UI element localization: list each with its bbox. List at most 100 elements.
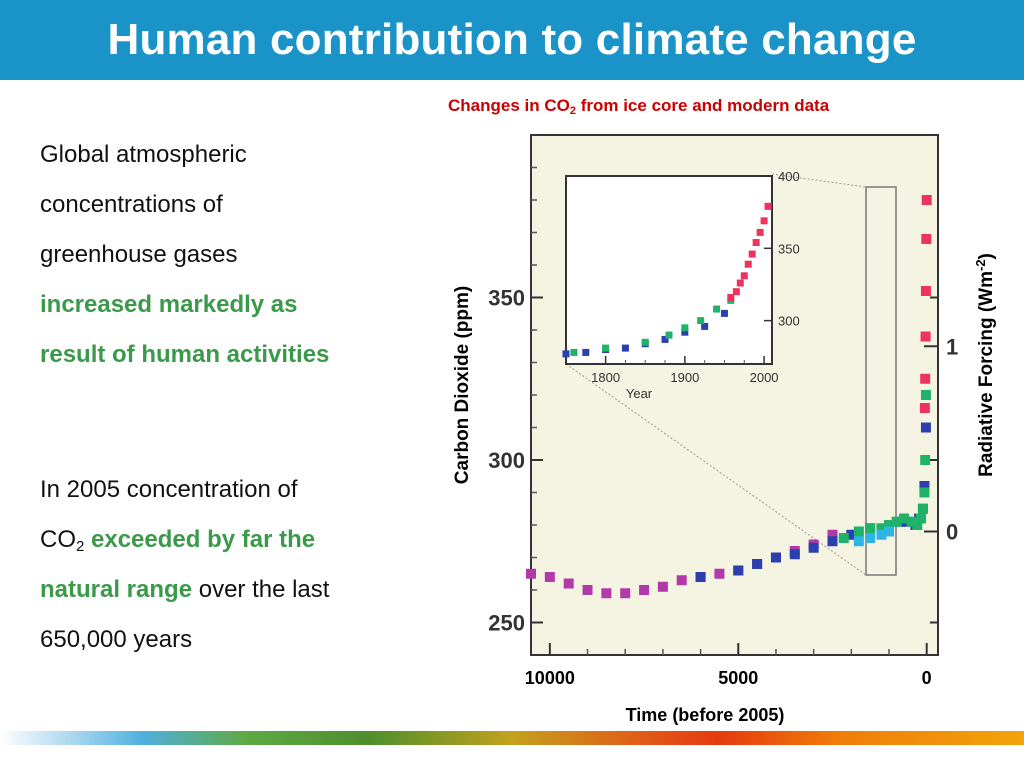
data-point xyxy=(920,422,931,433)
inset-data-point xyxy=(760,217,768,225)
inset-data-point xyxy=(732,288,740,296)
x-tick-label: 5000 xyxy=(718,668,758,688)
right-tick-label: 1 xyxy=(946,334,958,359)
highlight-line: result of human activities xyxy=(40,341,330,368)
y-tick-label: 300 xyxy=(488,448,525,473)
inset-data-point xyxy=(562,350,570,358)
y-axis-right-label: Radiative Forcing (Wm-2) xyxy=(973,253,998,477)
right-tick-label: 0 xyxy=(946,520,958,545)
inset-data-point xyxy=(740,272,748,280)
inset-data-point xyxy=(697,317,705,325)
data-point xyxy=(921,195,932,205)
inset-data-point xyxy=(736,279,744,287)
text-line-co2: CO2 exceeded by far the xyxy=(40,515,420,565)
inset-x-tick-label: 2000 xyxy=(750,370,779,385)
inset-data-point xyxy=(681,324,689,332)
y-axis-right-label-text: Radiative Forcing (Wm xyxy=(976,271,997,477)
data-point xyxy=(876,523,887,534)
x-tick-label: 10000 xyxy=(525,668,575,688)
inset-data-point xyxy=(727,293,735,301)
inset-x-axis-label: Year xyxy=(626,386,653,401)
inset-y-tick-label: 350 xyxy=(778,241,800,256)
data-point xyxy=(808,542,819,553)
text-line: 650,000 years xyxy=(40,626,193,653)
chart-title: Changes in CO2 from ice core and modern … xyxy=(448,96,1008,117)
inset-data-point xyxy=(752,239,760,247)
y-axis-right-label-text: ) xyxy=(976,253,997,259)
inset-data-point xyxy=(713,305,721,313)
data-point xyxy=(919,481,930,491)
data-point xyxy=(920,455,931,465)
data-point xyxy=(838,533,849,543)
left-text-block: Global atmospheric concentrations of gre… xyxy=(40,130,420,665)
co-text: CO xyxy=(40,526,76,553)
inset-data-point xyxy=(661,335,669,343)
data-point xyxy=(884,520,895,530)
inset-data-point xyxy=(764,202,772,210)
co-subscript: 2 xyxy=(76,538,85,555)
data-point xyxy=(899,513,910,524)
data-point xyxy=(865,533,876,543)
data-point xyxy=(916,513,927,524)
tail-text: over the last xyxy=(192,576,330,603)
data-point xyxy=(917,503,928,514)
data-point xyxy=(789,549,800,560)
data-point xyxy=(544,572,555,582)
data-point xyxy=(827,529,838,540)
text-line-range: natural range over the last xyxy=(40,565,420,615)
inset-data-point xyxy=(602,344,610,352)
data-point xyxy=(846,529,857,540)
data-point xyxy=(770,552,781,563)
inset-data-point xyxy=(701,322,709,330)
data-point xyxy=(920,331,931,342)
data-point xyxy=(563,578,574,589)
data-point xyxy=(526,568,536,579)
data-point xyxy=(906,516,917,527)
data-point xyxy=(601,588,612,599)
inset-x-tick-label: 1900 xyxy=(670,370,699,385)
inset-y-tick-label: 400 xyxy=(778,169,800,184)
y-tick-label: 250 xyxy=(488,611,525,636)
text-line: Global atmospheric xyxy=(40,141,247,168)
y-tick-label: 350 xyxy=(488,286,525,311)
data-point xyxy=(657,581,668,592)
chart-title-prefix: Changes in CO xyxy=(448,96,570,115)
chart-title-suffix: from ice core and modern data xyxy=(575,96,830,115)
text-line: In 2005 concentration of xyxy=(40,476,298,503)
inset-data-point xyxy=(582,348,590,356)
data-point xyxy=(884,526,895,537)
data-point xyxy=(919,403,930,413)
data-point xyxy=(853,536,864,547)
inset-data-point xyxy=(570,348,578,356)
data-point xyxy=(733,565,744,576)
inset-data-point xyxy=(748,250,756,258)
data-point xyxy=(714,568,725,579)
slide-title: Human contribution to climate change xyxy=(107,15,917,64)
data-point xyxy=(695,572,706,582)
data-point xyxy=(853,526,864,537)
text-line: greenhouse gases xyxy=(40,241,238,268)
y-axis-right-label-sup: -2 xyxy=(973,259,988,271)
data-point xyxy=(920,390,931,400)
data-point xyxy=(912,520,923,530)
title-bar: Human contribution to climate change xyxy=(0,0,1024,80)
inset-data-point xyxy=(681,328,689,336)
inset-x-tick-label: 1800 xyxy=(591,370,620,385)
highlight-box xyxy=(865,186,897,576)
data-point xyxy=(919,487,930,498)
data-point xyxy=(676,575,687,586)
inset-data-point xyxy=(756,228,764,236)
data-point xyxy=(920,286,931,296)
data-point xyxy=(865,523,876,534)
data-point xyxy=(891,516,902,527)
data-point xyxy=(620,588,631,599)
y-axis-label: Carbon Dioxide (ppm) xyxy=(452,286,473,484)
inset-data-point xyxy=(641,338,649,346)
x-axis-label: Time (before 2005) xyxy=(626,705,785,725)
x-tick-label: 0 xyxy=(922,668,932,688)
data-point xyxy=(920,373,931,384)
text-line: concentrations of xyxy=(40,191,223,218)
highlight-line: increased markedly as xyxy=(40,291,298,318)
data-point xyxy=(876,529,887,540)
